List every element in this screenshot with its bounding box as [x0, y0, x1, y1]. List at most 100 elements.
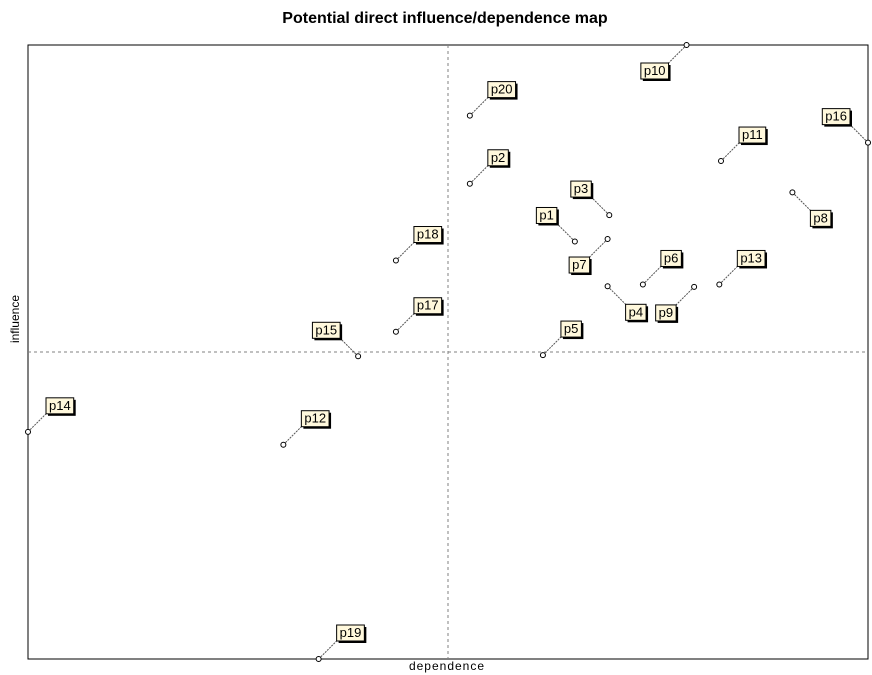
point-label-p14: p14 [45, 397, 76, 416]
point-p16: p16 [821, 108, 871, 146]
point-marker-p9 [691, 283, 698, 290]
point-p19: p19 [315, 624, 367, 662]
point-p4: p4 [604, 283, 649, 323]
point-label-p11: p11 [738, 126, 768, 146]
svg-text:p2: p2 [491, 150, 505, 165]
point-p18: p18 [392, 226, 444, 264]
point-marker-p4 [604, 283, 611, 290]
point-marker-p8 [789, 189, 796, 196]
point-marker-p20 [466, 112, 473, 119]
svg-text:p13: p13 [740, 250, 762, 265]
point-p20: p20 [466, 81, 518, 119]
point-label-p3: p3 [570, 180, 594, 200]
point-p1: p1 [535, 206, 578, 245]
leader-line-p14 [27, 413, 47, 433]
point-label-p12: p12 [300, 410, 332, 429]
leader-line-p19 [318, 640, 337, 660]
leader-line-p16 [849, 124, 869, 143]
point-p5: p5 [539, 320, 584, 359]
svg-text:p14: p14 [49, 398, 71, 413]
leader-line-p18 [395, 242, 415, 261]
point-marker-p1 [571, 238, 578, 245]
point-label-p10: p10 [640, 62, 671, 81]
point-marker-p11 [718, 158, 724, 165]
leader-line-p8 [792, 192, 811, 211]
point-marker-p17 [392, 328, 399, 335]
point-marker-p19 [315, 656, 322, 662]
leader-line-p12 [283, 426, 302, 446]
points-layer: p1 p2 p3 p4 p5 p6 p7 p8 p9 p10 p11 p12 p13 p14 p15 p16 p… [25, 42, 871, 662]
svg-text:p20: p20 [491, 82, 513, 97]
svg-text:p7: p7 [572, 257, 586, 272]
leader-line-p20 [469, 97, 489, 116]
point-label-p17: p17 [413, 297, 444, 316]
leader-line-p7 [589, 238, 608, 258]
svg-text:p1: p1 [539, 207, 553, 222]
point-label-p18: p18 [413, 226, 444, 245]
point-marker-p14 [25, 428, 31, 435]
leader-line-p2 [469, 165, 489, 185]
point-p13: p13 [716, 249, 768, 288]
svg-text:p11: p11 [742, 127, 763, 142]
leader-line-p17 [395, 313, 415, 333]
point-p7: p7 [568, 236, 611, 276]
point-label-p8: p8 [809, 209, 833, 229]
point-label-p4: p4 [625, 303, 649, 323]
point-marker-p2 [466, 180, 473, 187]
point-p2: p2 [466, 149, 511, 187]
point-marker-p7 [604, 236, 611, 243]
point-label-p2: p2 [487, 149, 511, 168]
point-marker-p16 [865, 139, 871, 146]
point-label-p19: p19 [336, 624, 367, 643]
leader-line-p13 [718, 266, 738, 285]
point-p17: p17 [392, 297, 444, 335]
point-label-p6: p6 [660, 249, 684, 269]
svg-text:p17: p17 [417, 298, 439, 313]
point-marker-p6 [639, 281, 646, 288]
point-marker-p3 [606, 212, 613, 219]
svg-text:p12: p12 [304, 411, 326, 426]
point-marker-p5 [539, 352, 546, 359]
svg-text:p19: p19 [340, 625, 362, 640]
point-p11: p11 [718, 126, 768, 165]
point-p8: p8 [789, 189, 833, 229]
point-marker-p10 [683, 42, 690, 48]
leader-line-p11 [720, 142, 740, 162]
point-label-p9: p9 [655, 304, 679, 323]
svg-text:p5: p5 [564, 321, 578, 336]
point-p10: p10 [640, 42, 690, 81]
point-p3: p3 [570, 180, 613, 219]
svg-text:p15: p15 [315, 322, 337, 337]
point-p12: p12 [280, 410, 332, 448]
y-axis-label: influence [8, 294, 22, 344]
point-p6: p6 [639, 249, 684, 288]
svg-text:p8: p8 [813, 210, 827, 225]
leader-line-p10 [668, 44, 687, 64]
leader-line-p6 [642, 266, 662, 285]
svg-text:p4: p4 [629, 304, 643, 319]
svg-text:p16: p16 [825, 109, 847, 124]
leader-line-p1 [556, 223, 576, 242]
svg-text:p6: p6 [664, 250, 678, 265]
point-marker-p12 [280, 441, 287, 448]
leader-line-p5 [542, 336, 562, 356]
x-axis-label: dependence [408, 659, 486, 673]
point-marker-p13 [716, 281, 723, 288]
point-label-p15: p15 [311, 321, 343, 341]
leader-line-p3 [590, 196, 610, 216]
point-label-p7: p7 [568, 256, 592, 276]
point-label-p13: p13 [736, 249, 768, 269]
point-label-p20: p20 [487, 81, 518, 100]
svg-text:p9: p9 [659, 305, 673, 320]
point-label-p1: p1 [535, 206, 559, 226]
point-p14: p14 [25, 397, 76, 435]
svg-text:p3: p3 [574, 181, 588, 196]
point-label-p16: p16 [821, 108, 852, 127]
leader-line-p4 [607, 285, 626, 305]
leader-line-p15 [339, 337, 359, 357]
svg-text:p18: p18 [417, 227, 439, 242]
point-marker-p18 [392, 257, 399, 264]
point-p15: p15 [311, 321, 362, 360]
chart-title: Potential direct influence/dependence ma… [282, 10, 608, 27]
